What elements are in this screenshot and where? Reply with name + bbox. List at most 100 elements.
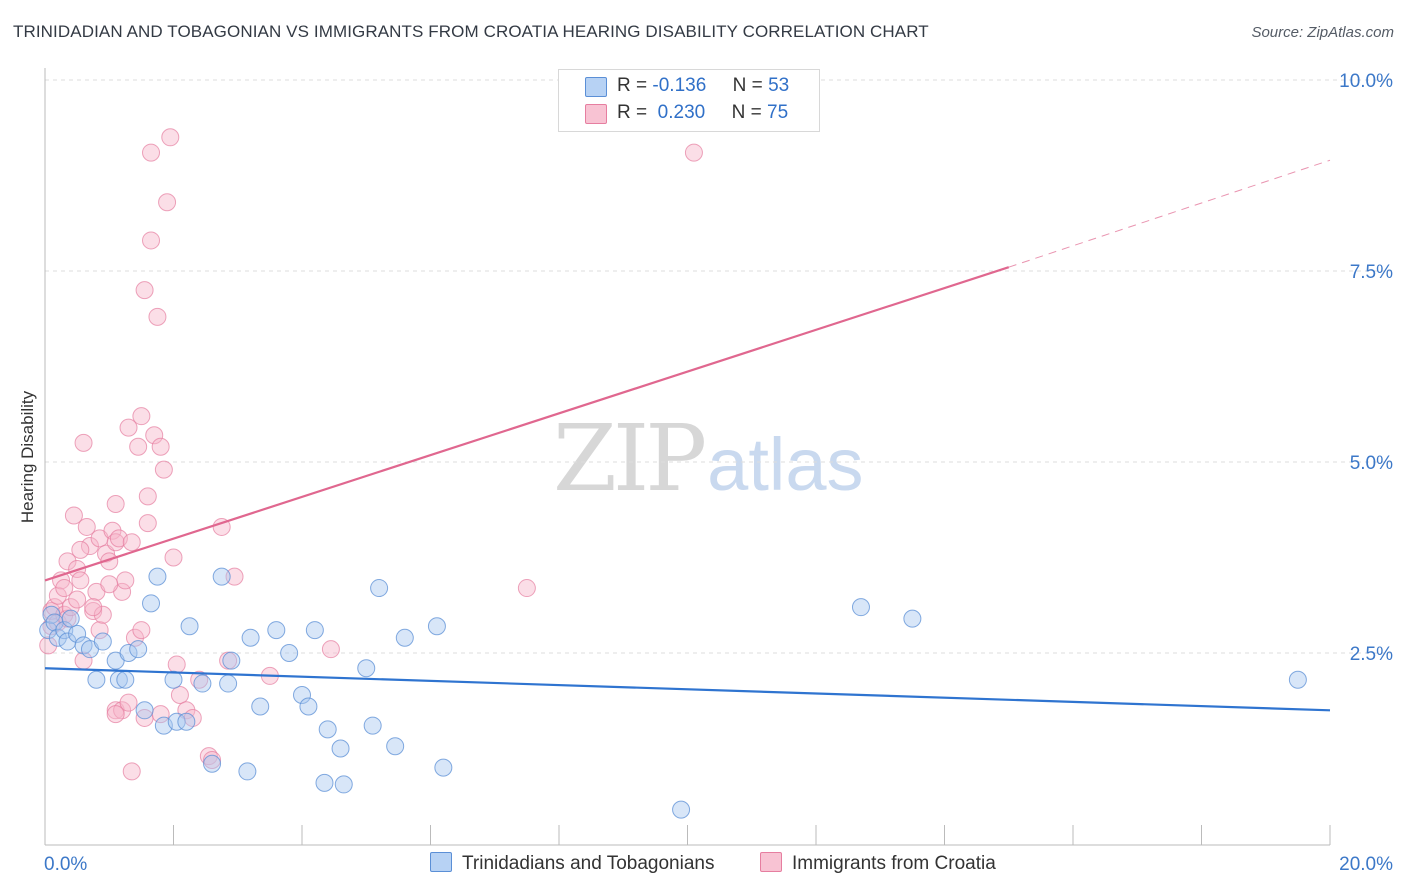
legend-r-label: R = <box>617 102 648 123</box>
data-point-croatia <box>154 460 173 479</box>
data-point-trinidad <box>177 712 196 731</box>
data-point-croatia <box>145 426 164 445</box>
chart-title: TRINIDADIAN AND TOBAGONIAN VS IMMIGRANTS… <box>13 22 929 41</box>
watermark: ZIPatlas <box>553 405 863 512</box>
data-point-croatia <box>39 636 58 655</box>
data-point-trinidad <box>305 621 324 640</box>
data-point-trinidad <box>851 598 870 617</box>
data-point-croatia <box>684 143 703 162</box>
data-point-trinidad <box>164 670 183 689</box>
legend-r-label: R = <box>617 75 648 96</box>
data-point-trinidad <box>280 644 299 662</box>
data-point-trinidad <box>93 632 112 651</box>
data-point-trinidad <box>238 762 257 781</box>
data-point-trinidad <box>116 670 135 689</box>
data-point-trinidad <box>219 674 238 693</box>
data-point-trinidad <box>203 754 222 773</box>
data-point-trinidad <box>434 758 453 777</box>
data-point-trinidad <box>903 609 922 628</box>
data-point-croatia <box>158 193 177 212</box>
y-tick-label: 5.0% <box>1350 453 1393 474</box>
data-point-trinidad <box>1288 670 1307 689</box>
x-tick-label: 20.0% <box>1339 854 1393 875</box>
data-point-trinidad <box>363 716 382 735</box>
data-point-croatia <box>138 487 157 506</box>
data-point-trinidad <box>672 800 691 819</box>
data-point-croatia <box>90 621 109 640</box>
data-point-croatia <box>119 693 138 712</box>
data-point-trinidad <box>68 624 87 643</box>
data-point-croatia <box>151 437 170 456</box>
data-point-croatia <box>164 548 183 567</box>
data-point-trinidad <box>180 617 199 636</box>
data-point-croatia <box>71 571 90 590</box>
data-point-trinidad <box>212 567 231 586</box>
trend-line-croatia-extension <box>1008 159 1331 268</box>
data-point-trinidad <box>334 775 353 794</box>
data-point-trinidad <box>61 609 80 628</box>
data-point-trinidad <box>87 670 106 689</box>
data-point-croatia <box>71 540 90 559</box>
data-point-croatia <box>142 143 161 162</box>
data-point-trinidad <box>251 697 270 716</box>
trend-line-trinidad <box>44 667 1331 712</box>
data-point-trinidad <box>222 651 241 670</box>
data-point-croatia <box>125 628 144 647</box>
data-point-trinidad <box>318 720 337 739</box>
data-point-croatia <box>161 128 180 147</box>
legend-n-value: 75 <box>767 102 789 123</box>
data-point-trinidad <box>293 686 311 705</box>
data-point-croatia <box>74 433 93 452</box>
data-point-croatia <box>122 762 141 781</box>
trend-lines <box>44 159 1331 712</box>
data-point-croatia <box>100 575 119 594</box>
tick-labels: 2.5% 5.0% 7.5% 10.0% 0.0% 20.0% <box>44 71 1393 875</box>
data-point-trinidad <box>167 712 186 731</box>
data-point-trinidad <box>357 659 376 678</box>
bottom-legend-trinidad: Trinidadians and Tobagonians <box>430 852 714 875</box>
data-point-croatia <box>132 407 151 426</box>
data-point-croatia <box>132 621 151 640</box>
legend-n-value: 53 <box>768 75 790 96</box>
data-point-croatia <box>103 521 122 540</box>
correlation-legend: R = -0.136 N = 53 R = 0.230 N = 75 <box>558 69 820 132</box>
data-point-trinidad <box>142 594 161 613</box>
gridlines <box>45 79 1392 654</box>
data-point-croatia <box>129 437 148 456</box>
data-point-croatia <box>225 567 244 586</box>
bottom-legend-croatia: Immigrants from Croatia <box>760 852 996 875</box>
y-tick-label: 10.0% <box>1339 71 1393 92</box>
data-point-trinidad <box>48 628 67 647</box>
legend-n-label: N = <box>731 102 762 123</box>
data-point-trinidad <box>267 621 286 640</box>
y-axis-title: Hearing Disability <box>18 390 37 524</box>
y-tick-label: 7.5% <box>1350 262 1393 283</box>
data-point-croatia <box>84 598 103 617</box>
data-point-trinidad <box>395 628 414 647</box>
data-point-trinidad <box>129 640 148 659</box>
data-point-croatia <box>142 231 161 250</box>
legend-swatch-blue <box>585 77 607 97</box>
watermark-zip: ZIP <box>553 405 707 512</box>
watermark-atlas: atlas <box>707 423 864 506</box>
data-point-croatia <box>138 514 157 533</box>
croatia-points <box>39 128 703 781</box>
trinidad-points <box>39 567 1307 819</box>
data-point-croatia <box>48 586 67 605</box>
data-point-croatia <box>148 307 167 326</box>
data-point-croatia <box>106 705 125 724</box>
data-point-croatia <box>321 640 340 659</box>
data-point-croatia <box>517 579 536 598</box>
bottom-legend-swatch-pink <box>760 852 782 872</box>
data-point-trinidad <box>148 567 167 586</box>
data-point-trinidad <box>299 697 318 716</box>
legend-swatch-pink <box>585 104 607 124</box>
data-point-croatia <box>80 537 99 556</box>
legend-r-value: -0.136 <box>652 75 707 96</box>
data-point-croatia <box>122 533 141 552</box>
data-point-trinidad <box>135 701 154 720</box>
data-point-croatia <box>77 517 96 536</box>
trend-line-croatia <box>44 266 1010 582</box>
axes <box>44 68 1331 846</box>
